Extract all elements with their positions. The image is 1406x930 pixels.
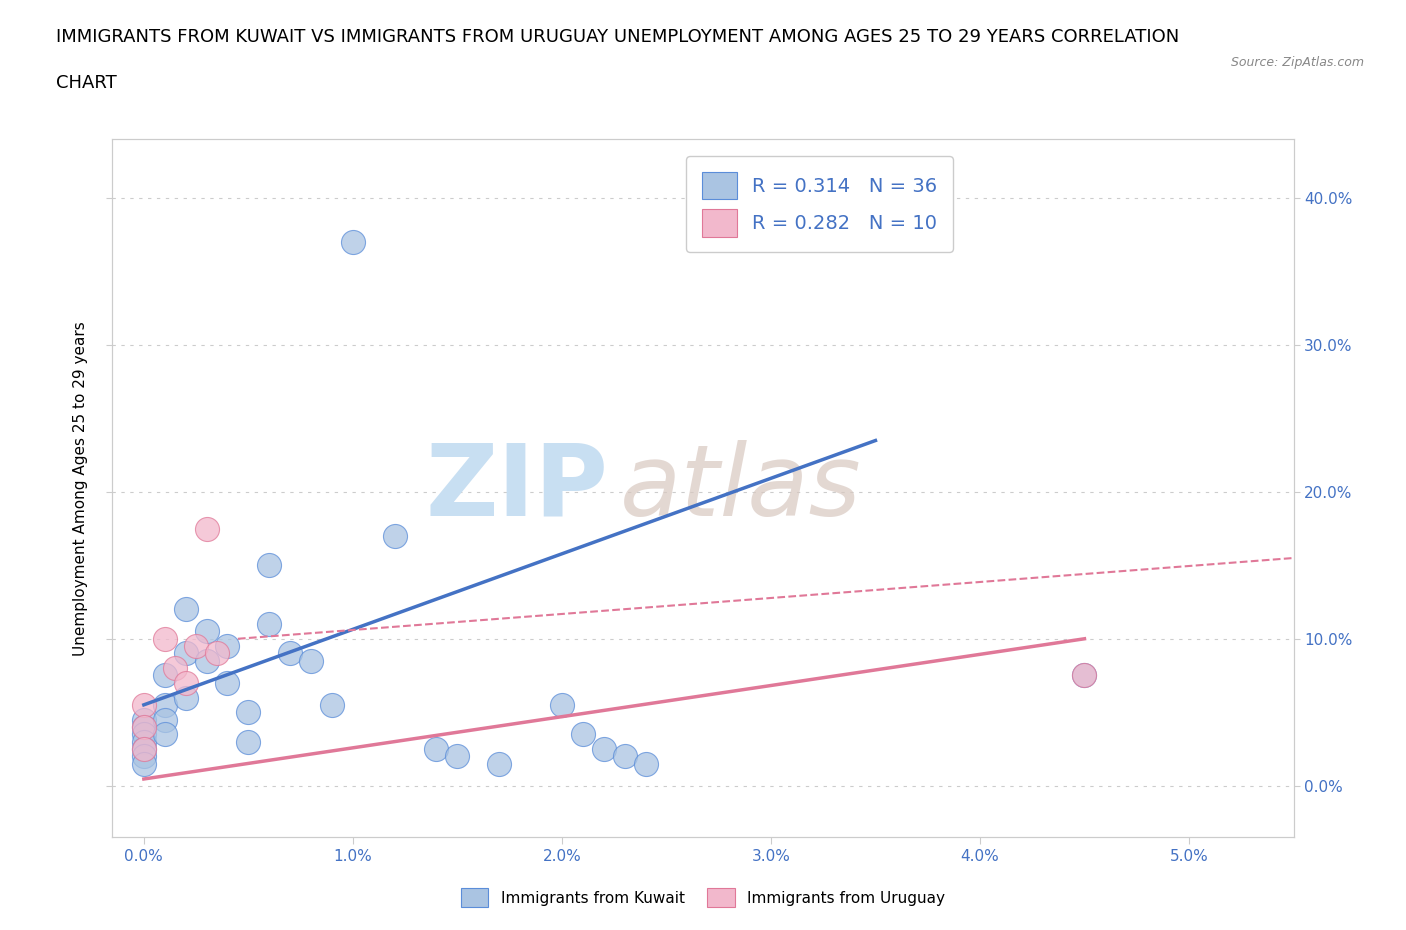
Point (259, 617, 281, 631)
Text: atlas: atlas (620, 440, 862, 537)
Point (217, 675, 239, 690)
Point (238, 705, 260, 720)
Point (153, 712, 176, 727)
Point (174, 675, 197, 690)
Point (342, 235, 364, 250)
Point (165, 660, 187, 675)
Text: Source: ZipAtlas.com: Source: ZipAtlas.com (1230, 56, 1364, 69)
Point (238, 734, 260, 749)
Point (132, 720, 155, 735)
Point (299, 654, 322, 669)
Text: IMMIGRANTS FROM KUWAIT VS IMMIGRANTS FROM URUGUAY UNEMPLOYMENT AMONG AGES 25 TO : IMMIGRANTS FROM KUWAIT VS IMMIGRANTS FRO… (56, 28, 1180, 46)
Point (195, 654, 218, 669)
Point (321, 698, 343, 712)
Point (217, 639, 239, 654)
Point (132, 741, 155, 756)
Point (259, 558, 281, 573)
Point (153, 726, 176, 741)
Point (205, 646, 228, 661)
Point (613, 749, 636, 764)
Point (132, 698, 155, 712)
Point (1073, 668, 1095, 683)
Point (195, 624, 218, 639)
Point (132, 741, 155, 756)
Text: ZIP: ZIP (426, 440, 609, 537)
Point (384, 528, 406, 543)
Point (132, 720, 155, 735)
Point (634, 756, 657, 771)
Point (184, 639, 207, 654)
Point (132, 749, 155, 764)
Point (174, 646, 197, 661)
Point (153, 668, 176, 683)
Point (446, 749, 468, 764)
Point (174, 602, 197, 617)
Legend: Immigrants from Kuwait, Immigrants from Uruguay: Immigrants from Kuwait, Immigrants from … (454, 883, 952, 913)
Point (153, 698, 176, 712)
Point (174, 690, 197, 705)
Point (572, 726, 595, 741)
Point (278, 646, 301, 661)
Point (132, 726, 155, 741)
Point (592, 741, 614, 756)
Point (195, 521, 218, 536)
Point (551, 698, 574, 712)
Point (488, 756, 510, 771)
Point (132, 734, 155, 749)
Text: CHART: CHART (56, 74, 117, 92)
Point (425, 741, 447, 756)
Point (153, 631, 176, 646)
Point (1073, 668, 1095, 683)
Y-axis label: Unemployment Among Ages 25 to 29 years: Unemployment Among Ages 25 to 29 years (73, 321, 89, 656)
Point (132, 756, 155, 771)
Point (132, 712, 155, 727)
